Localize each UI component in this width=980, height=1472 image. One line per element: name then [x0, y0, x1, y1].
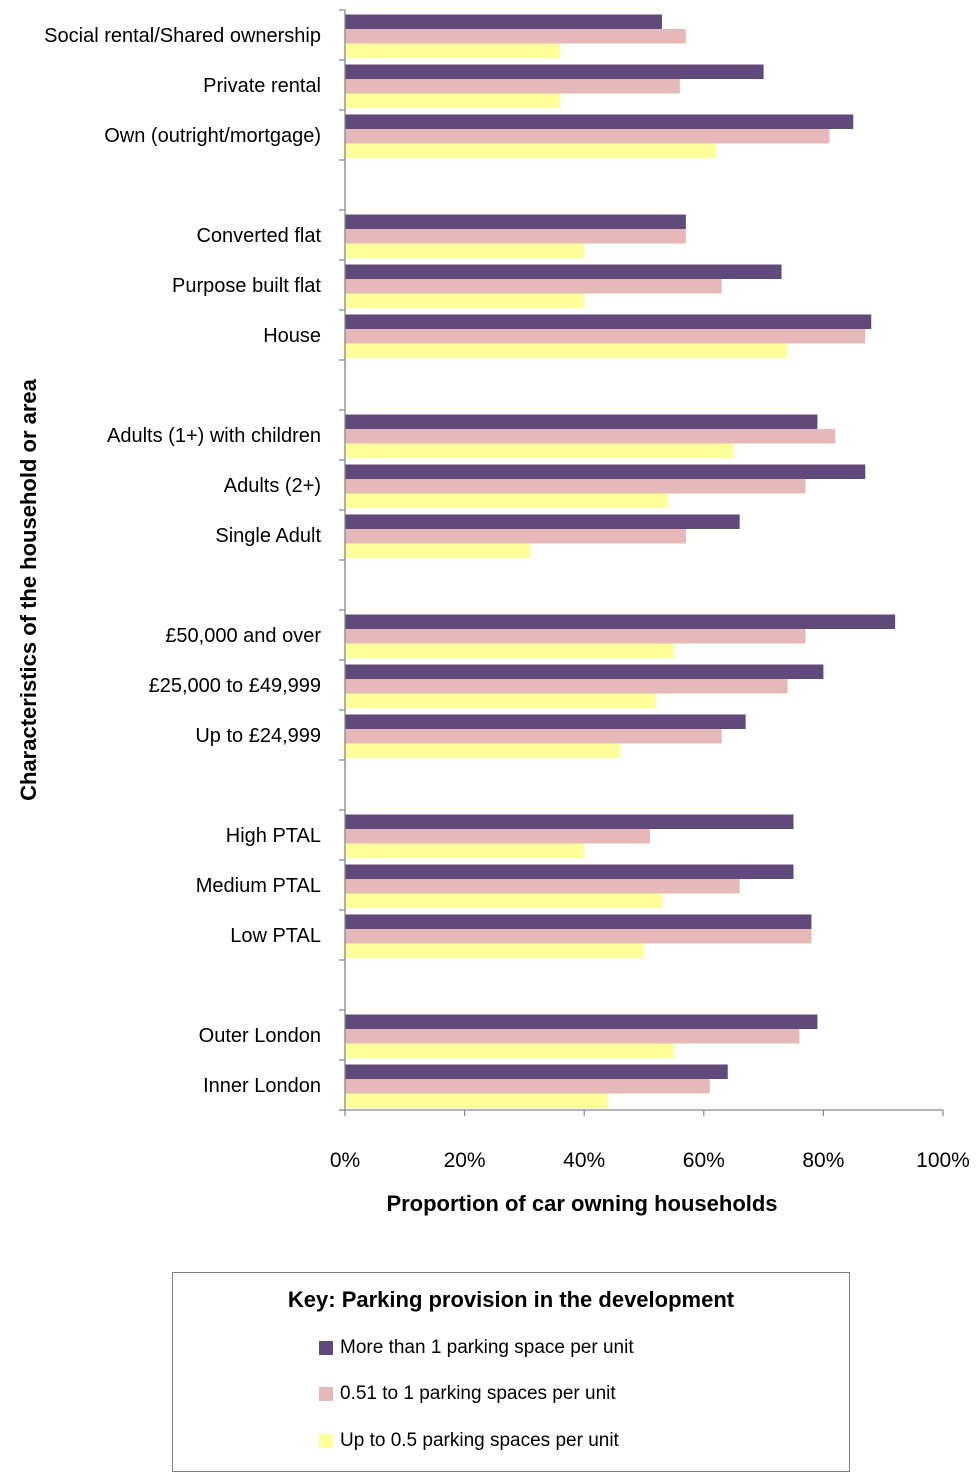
- x-axis-title: Proportion of car owning households: [386, 1191, 777, 1216]
- x-tick-label: 20%: [444, 1149, 486, 1172]
- bar-1-10: [345, 614, 896, 629]
- bar-1-7: [345, 414, 818, 429]
- bar-2-7: [345, 429, 836, 444]
- bar-2-10: [345, 629, 806, 644]
- bar-2-15: [345, 929, 812, 944]
- category-label: Own (outright/mortgage): [104, 125, 321, 147]
- bar-3-4: [345, 243, 585, 258]
- category-label: Up to £24,999: [195, 725, 321, 747]
- legend-label-series-2: 0.51 to 1 parking spaces per unit: [340, 1383, 616, 1404]
- bar-3-5: [345, 293, 585, 308]
- bar-1-8: [345, 464, 866, 479]
- category-label: Adults (1+) with children: [107, 425, 321, 447]
- bar-1-11: [345, 664, 824, 679]
- bar-2-8: [345, 479, 806, 494]
- x-tick-label: 0%: [330, 1149, 360, 1172]
- bar-1-4: [345, 214, 686, 229]
- category-label: Medium PTAL: [196, 875, 321, 897]
- bar-2-3: [345, 129, 830, 144]
- x-tick-label: 60%: [683, 1149, 725, 1172]
- bar-3-14: [345, 893, 662, 908]
- category-label: Private rental: [203, 75, 321, 97]
- x-tick-label: 100%: [916, 1149, 970, 1172]
- bar-2-6: [345, 329, 866, 344]
- bar-3-7: [345, 443, 734, 458]
- bar-2-14: [345, 879, 740, 894]
- category-label: Low PTAL: [230, 925, 321, 947]
- bar-3-16: [345, 1043, 674, 1058]
- category-label: Outer London: [199, 1025, 321, 1047]
- bar-2-9: [345, 529, 686, 544]
- x-tick-label: 80%: [802, 1149, 844, 1172]
- bar-2-1: [345, 29, 686, 44]
- category-labels: Social rental/Shared ownership Private re…: [44, 25, 321, 1097]
- legend-label-series-1: More than 1 parking space per unit: [340, 1337, 634, 1358]
- bar-3-1: [345, 43, 561, 58]
- legend-item-series-1: More than 1 parking space per unit: [319, 1336, 634, 1360]
- legend-item-series-2: 0.51 to 1 parking spaces per unit: [319, 1382, 616, 1406]
- bar-1-6: [345, 314, 872, 329]
- x-tick-label: 40%: [563, 1149, 605, 1172]
- legend-label-series-3: Up to 0.5 parking spaces per unit: [340, 1430, 619, 1451]
- bars-layer: [345, 14, 896, 1108]
- bar-1-13: [345, 814, 794, 829]
- bar-3-12: [345, 743, 621, 758]
- category-label: Adults (2+): [224, 475, 321, 497]
- category-label: Inner London: [203, 1075, 321, 1097]
- bar-3-3: [345, 143, 716, 158]
- bar-1-9: [345, 514, 740, 529]
- bar-2-16: [345, 1029, 800, 1044]
- bar-2-5: [345, 279, 722, 294]
- bar-3-17: [345, 1093, 609, 1108]
- category-label: Single Adult: [215, 525, 321, 547]
- legend-item-series-3: Up to 0.5 parking spaces per unit: [319, 1429, 619, 1453]
- bar-3-8: [345, 493, 668, 508]
- category-label: High PTAL: [226, 825, 321, 847]
- bar-chart: Social rental/Shared ownership Private re…: [16, 9, 970, 1216]
- bar-1-5: [345, 264, 782, 279]
- legend: Key: Parking provision in the developmen…: [172, 1272, 850, 1472]
- bar-1-12: [345, 714, 746, 729]
- y-axis-title: Characteristics of the household or area: [16, 378, 41, 801]
- bar-1-16: [345, 1014, 818, 1029]
- x-tick-labels: 0% 20% 40% 60% 80% 100%: [330, 1149, 970, 1172]
- legend-swatch-series-3: [319, 1434, 333, 1448]
- bar-2-4: [345, 229, 686, 244]
- bar-3-10: [345, 643, 674, 658]
- bar-1-2: [345, 64, 764, 79]
- bar-2-17: [345, 1079, 710, 1094]
- bar-2-13: [345, 829, 650, 844]
- legend-swatch-series-1: [319, 1341, 333, 1355]
- category-label: £50,000 and over: [165, 625, 321, 647]
- bar-1-15: [345, 914, 812, 929]
- bar-1-17: [345, 1064, 728, 1079]
- bar-3-9: [345, 543, 531, 558]
- bar-3-6: [345, 343, 788, 358]
- category-label: Social rental/Shared ownership: [44, 25, 321, 47]
- bar-1-1: [345, 14, 662, 29]
- axes: [339, 9, 944, 1116]
- bar-2-12: [345, 729, 722, 744]
- category-label: Purpose built flat: [172, 275, 321, 297]
- bar-2-2: [345, 79, 680, 94]
- category-label: Converted flat: [196, 225, 321, 247]
- bar-3-2: [345, 93, 561, 108]
- legend-title: Key: Parking provision in the developmen…: [287, 1287, 735, 1312]
- bar-1-14: [345, 864, 794, 879]
- bar-3-15: [345, 943, 644, 958]
- bar-3-11: [345, 693, 656, 708]
- legend-swatch-series-2: [319, 1387, 333, 1401]
- bar-2-11: [345, 679, 788, 694]
- category-label: £25,000 to £49,999: [149, 675, 321, 697]
- category-label: House: [263, 325, 321, 347]
- bar-1-3: [345, 114, 854, 129]
- bar-3-13: [345, 843, 585, 858]
